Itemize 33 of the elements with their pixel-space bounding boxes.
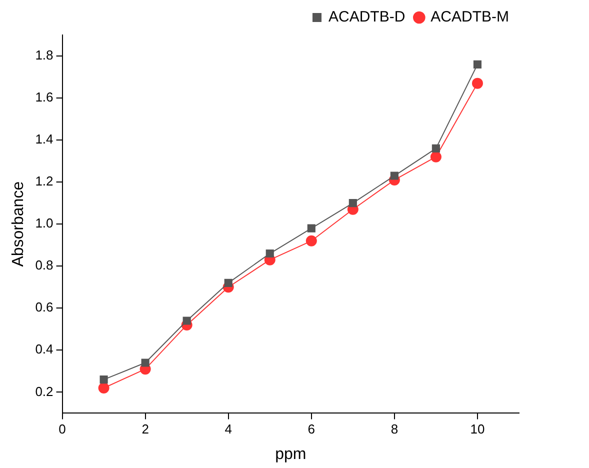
y-tick-label: 1.0 (35, 216, 54, 231)
point (348, 199, 357, 208)
point (98, 382, 110, 394)
x-tick-label: 8 (390, 422, 398, 437)
x-tick-label: 4 (224, 422, 232, 437)
point (307, 224, 316, 232)
y-tick-label: 0.4 (35, 342, 54, 357)
point (266, 249, 274, 258)
y-tick-label: 1.6 (35, 90, 54, 105)
y-tick-label: 0.8 (35, 258, 54, 273)
point (182, 316, 191, 325)
point (224, 278, 232, 287)
legend-label: ACADTB-D (328, 8, 406, 26)
point (472, 78, 483, 89)
point (473, 60, 482, 68)
y-axis-title: Absorbance (10, 181, 28, 267)
legend-label: ACADTB-M (430, 8, 510, 26)
point (306, 235, 317, 246)
y-tick-label: 0.6 (35, 300, 54, 315)
x-tick-label: 6 (308, 422, 316, 437)
point (432, 144, 440, 152)
y-tick-label: 1.2 (35, 174, 54, 189)
point (430, 151, 442, 162)
point (100, 376, 108, 384)
y-tick-label: 1.4 (35, 132, 54, 147)
point (141, 358, 150, 367)
x-tick-label: 0 (58, 422, 66, 437)
y-tick-label: 0.2 (35, 384, 54, 399)
x-axis-title: ppm (275, 446, 306, 463)
y-tick-label: 1.8 (35, 48, 54, 63)
x-tick-label: 2 (142, 422, 149, 437)
point (390, 172, 398, 180)
x-tick-label: 10 (470, 422, 485, 437)
